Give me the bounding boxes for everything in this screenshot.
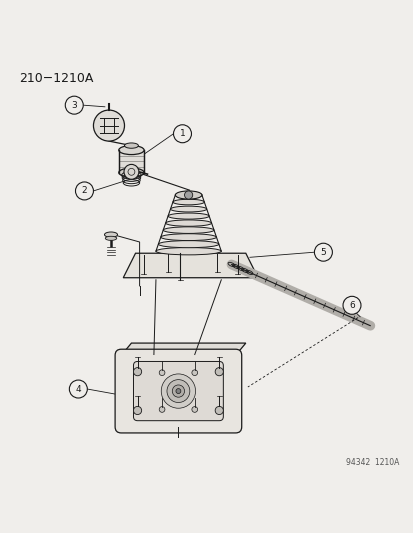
Circle shape xyxy=(342,296,360,314)
Circle shape xyxy=(172,385,184,397)
FancyBboxPatch shape xyxy=(115,349,241,433)
Circle shape xyxy=(313,243,332,261)
Circle shape xyxy=(75,182,93,200)
Circle shape xyxy=(166,379,190,402)
Circle shape xyxy=(124,164,138,179)
Ellipse shape xyxy=(124,143,138,148)
Circle shape xyxy=(176,389,180,393)
Text: 3: 3 xyxy=(71,101,77,110)
Ellipse shape xyxy=(104,232,117,237)
Circle shape xyxy=(159,407,164,413)
Circle shape xyxy=(215,368,223,376)
Circle shape xyxy=(215,406,223,415)
Ellipse shape xyxy=(119,146,144,155)
Circle shape xyxy=(159,370,164,376)
Text: 4: 4 xyxy=(75,384,81,393)
Circle shape xyxy=(191,370,197,376)
Ellipse shape xyxy=(173,199,204,205)
Circle shape xyxy=(161,374,195,408)
Text: 2: 2 xyxy=(81,187,87,196)
Circle shape xyxy=(93,110,124,141)
Text: 1: 1 xyxy=(179,130,185,138)
Circle shape xyxy=(133,368,141,376)
Ellipse shape xyxy=(163,227,214,233)
Ellipse shape xyxy=(175,191,202,199)
Ellipse shape xyxy=(168,213,209,219)
Circle shape xyxy=(184,191,192,199)
Ellipse shape xyxy=(105,236,116,240)
Polygon shape xyxy=(119,150,144,173)
Circle shape xyxy=(69,380,87,398)
Ellipse shape xyxy=(156,247,221,255)
Ellipse shape xyxy=(119,168,144,177)
FancyBboxPatch shape xyxy=(133,361,223,421)
Circle shape xyxy=(133,406,141,415)
Ellipse shape xyxy=(175,192,202,198)
Text: 94342  1210A: 94342 1210A xyxy=(345,458,398,467)
Circle shape xyxy=(65,96,83,114)
Circle shape xyxy=(191,407,197,413)
Polygon shape xyxy=(123,253,257,278)
Ellipse shape xyxy=(165,220,211,227)
Polygon shape xyxy=(121,343,245,356)
Circle shape xyxy=(173,125,191,143)
Ellipse shape xyxy=(170,206,206,212)
Ellipse shape xyxy=(160,234,216,240)
Text: 210−1210A: 210−1210A xyxy=(19,72,93,85)
Ellipse shape xyxy=(158,240,218,248)
Text: 6: 6 xyxy=(348,301,354,310)
Text: 5: 5 xyxy=(320,248,325,257)
